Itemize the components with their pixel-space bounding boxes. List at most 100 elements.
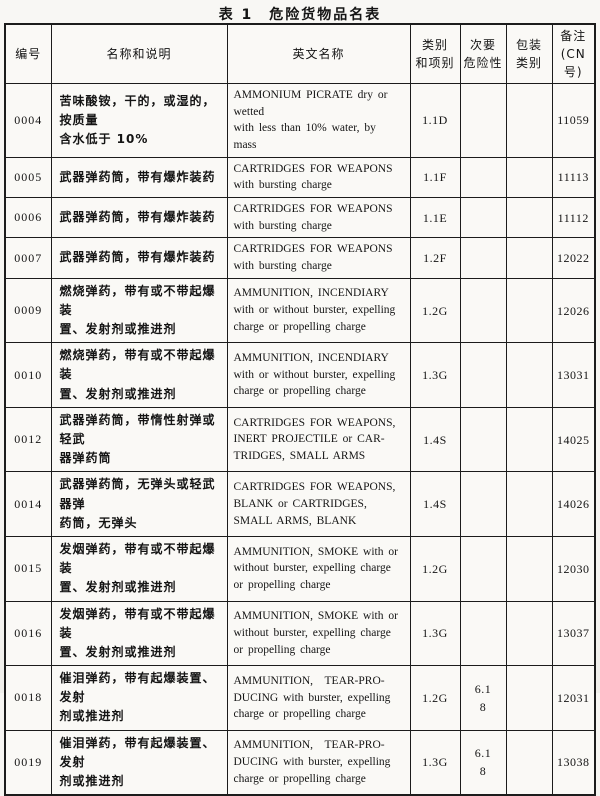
table-row: 0019 催泪弹药，带有起爆装置、发射 剂或推进剂 AMMUNITION, TEAR…	[4, 729, 596, 796]
column-header-remarks: 备注 (CN 号)	[551, 23, 596, 84]
cell-secondary-hazard	[459, 600, 507, 667]
table-row: 0012 武器弹药筒，带惰性射弹或轻武 器弹药筒 CARTRIDGES FOR WE…	[4, 406, 596, 473]
cell-secondary-hazard	[459, 471, 507, 537]
cell-remarks: 11113	[551, 156, 596, 199]
cell-id: 0009	[4, 277, 52, 344]
cell-remarks: 12026	[551, 277, 596, 344]
table-row: 0004 苦味酸铵，干的，或湿的，按质量 含水低于 10% AMMONIUM PIC…	[4, 83, 596, 158]
cell-name-cn: 武器弹药筒，带有爆炸装药	[50, 237, 228, 279]
cell-id: 0006	[4, 197, 52, 239]
table-row: 0006 武器弹药筒，带有爆炸装药 CARTRIDGES FOR WEAPONS w…	[4, 197, 596, 239]
cell-packing-group	[505, 83, 553, 158]
cell-id: 0016	[4, 600, 52, 667]
column-header-secondary-hazard: 次要 危险性	[459, 23, 507, 84]
cell-id: 0018	[4, 665, 52, 731]
cell-packing-group	[505, 197, 553, 239]
cell-class-division: 1.3G	[409, 600, 461, 667]
cell-remarks: 13038	[551, 729, 596, 796]
cell-id: 0005	[4, 156, 52, 199]
cell-packing-group	[505, 665, 553, 731]
cell-remarks: 14025	[551, 406, 596, 473]
cell-packing-group	[505, 406, 553, 473]
cell-name-en: AMMUNITION, TEAR-PRO- DUCING with burste…	[226, 665, 411, 731]
cell-secondary-hazard	[459, 406, 507, 473]
cell-name-cn: 催泪弹药，带有起爆装置、发射 剂或推进剂	[50, 665, 228, 731]
cell-class-division: 1.1D	[409, 83, 461, 158]
cell-class-division: 1.2F	[409, 237, 461, 279]
table-row: 0018 催泪弹药，带有起爆装置、发射 剂或推进剂 AMMUNITION, TEAR…	[4, 665, 596, 731]
cell-name-en: CARTRIDGES FOR WEAPONS, BLANK or CARTRID…	[226, 471, 411, 537]
cell-secondary-hazard: 6.1 8	[459, 665, 507, 731]
cell-packing-group	[505, 237, 553, 279]
cell-id: 0010	[4, 342, 52, 408]
cell-remarks: 12030	[551, 535, 596, 602]
cell-remarks: 11059	[551, 83, 596, 158]
table-row: 0007 武器弹药筒，带有爆炸装药 CARTRIDGES FOR WEAPONS w…	[4, 237, 596, 279]
cell-id: 0004	[4, 83, 52, 158]
cell-name-cn: 催泪弹药，带有起爆装置、发射 剂或推进剂	[50, 729, 228, 796]
cell-class-division: 1.1F	[409, 156, 461, 199]
table-row: 0005 武器弹药筒，带有爆炸装药 CARTRIDGES FOR WEAPONS w…	[4, 156, 596, 199]
cell-secondary-hazard	[459, 342, 507, 408]
cell-name-cn: 燃烧弹药，带有或不带起爆装 置、发射剂或推进剂	[50, 277, 228, 344]
cell-id: 0014	[4, 471, 52, 537]
cell-packing-group	[505, 156, 553, 199]
cell-secondary-hazard	[459, 197, 507, 239]
cell-packing-group	[505, 600, 553, 667]
cell-class-division: 1.4S	[409, 471, 461, 537]
table-row: 0015 发烟弹药，带有或不带起爆装 置、发射剂或推进剂 AMMUNITION, S…	[4, 535, 596, 602]
cell-name-cn: 武器弹药筒，带有爆炸装药	[50, 156, 228, 199]
column-header-name-cn: 名称和说明	[50, 23, 228, 84]
column-header-packing-group: 包装 类别	[505, 23, 553, 84]
cell-class-division: 1.2G	[409, 277, 461, 344]
table-row: 0009 燃烧弹药，带有或不带起爆装 置、发射剂或推进剂 AMMUNITION, I…	[4, 277, 596, 344]
cell-name-en: AMMUNITION, INCENDIARY with or without b…	[226, 277, 411, 344]
cell-remarks: 13037	[551, 600, 596, 667]
cell-packing-group	[505, 535, 553, 602]
table-row: 0016 发烟弹药，带有或不带起爆装 置、发射剂或推进剂 AMMUNITION, S…	[4, 600, 596, 667]
table-row: 0014 武器弹药筒，无弹头或轻武器弹 药筒，无弹头 CARTRIDGES FOR …	[4, 471, 596, 537]
cell-packing-group	[505, 729, 553, 796]
cell-remarks: 12022	[551, 237, 596, 279]
cell-class-division: 1.3G	[409, 729, 461, 796]
cell-class-division: 1.2G	[409, 535, 461, 602]
cell-secondary-hazard	[459, 237, 507, 279]
cell-class-division: 1.4S	[409, 406, 461, 473]
cell-name-cn: 发烟弹药，带有或不带起爆装 置、发射剂或推进剂	[50, 535, 228, 602]
cell-name-en: CARTRIDGES FOR WEAPONS with bursting cha…	[226, 237, 411, 279]
column-header-class-division: 类别 和项别	[409, 23, 461, 84]
table-row: 0010 燃烧弹药，带有或不带起爆装 置、发射剂或推进剂 AMMUNITION, I…	[4, 342, 596, 408]
cell-class-division: 1.1E	[409, 197, 461, 239]
cell-name-en: CARTRIDGES FOR WEAPONS with bursting cha…	[226, 197, 411, 239]
cell-name-en: AMMUNITION, SMOKE with or without burste…	[226, 535, 411, 602]
cell-secondary-hazard	[459, 535, 507, 602]
cell-name-cn: 发烟弹药，带有或不带起爆装 置、发射剂或推进剂	[50, 600, 228, 667]
cell-name-cn: 武器弹药筒，带惰性射弹或轻武 器弹药筒	[50, 406, 228, 473]
cell-packing-group	[505, 342, 553, 408]
table-title: 表 1 危险货物品名表	[218, 7, 382, 23]
cell-id: 0012	[4, 406, 52, 473]
cell-remarks: 11112	[551, 197, 596, 239]
cell-secondary-hazard	[459, 83, 507, 158]
cell-id: 0007	[4, 237, 52, 279]
cell-name-en: CARTRIDGES FOR WEAPONS, INERT PROJECTILE…	[226, 406, 411, 473]
cell-secondary-hazard	[459, 277, 507, 344]
cell-secondary-hazard	[459, 156, 507, 199]
cell-class-division: 1.3G	[409, 342, 461, 408]
cell-name-en: AMMUNITION, INCENDIARY with or without b…	[226, 342, 411, 408]
cell-name-cn: 武器弹药筒，无弹头或轻武器弹 药筒，无弹头	[50, 471, 228, 537]
column-header-name-en: 英文名称	[226, 23, 411, 84]
cell-name-en: AMMUNITION, TEAR-PRO- DUCING with burste…	[226, 729, 411, 796]
dangerous-goods-table: 编号 名称和说明 英文名称 类别 和项别 次要 危险性 包装 类别 备注 (CN…	[4, 23, 596, 796]
header-row: 编号 名称和说明 英文名称 类别 和项别 次要 危险性 包装 类别 备注 (CN…	[4, 23, 596, 84]
cell-name-cn: 苦味酸铵，干的，或湿的，按质量 含水低于 10%	[50, 83, 228, 158]
table-header: 编号 名称和说明 英文名称 类别 和项别 次要 危险性 包装 类别 备注 (CN…	[4, 23, 596, 84]
cell-remarks: 14026	[551, 471, 596, 537]
cell-id: 0019	[4, 729, 52, 796]
table-body: 0004 苦味酸铵，干的，或湿的，按质量 含水低于 10% AMMONIUM PIC…	[4, 83, 596, 796]
cell-name-en: AMMONIUM PICRATE dry or wetted with less…	[226, 83, 411, 158]
cell-packing-group	[505, 471, 553, 537]
cell-secondary-hazard: 6.1 8	[459, 729, 507, 796]
cell-remarks: 12031	[551, 665, 596, 731]
